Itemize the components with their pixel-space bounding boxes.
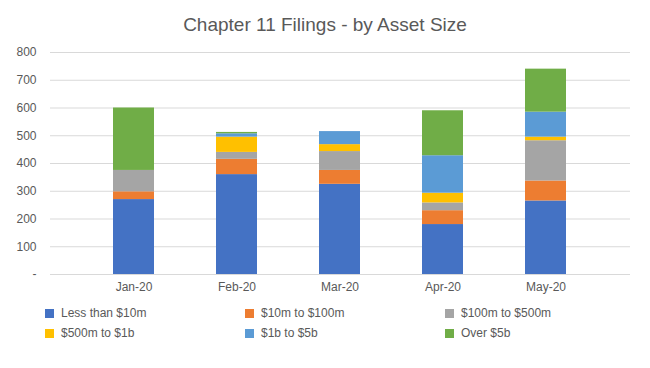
svg-text:-: - <box>33 267 37 281</box>
svg-text:300: 300 <box>16 184 36 198</box>
svg-text:400: 400 <box>16 156 36 170</box>
svg-text:700: 700 <box>16 73 36 87</box>
html-text:Chapter 11 Filings - by Asset: Chapter 11 Filings - by Asset Size <box>183 14 467 35</box>
html-text:$1b to $5b: $1b to $5b <box>261 326 318 340</box>
svg-text:800: 800 <box>16 45 36 59</box>
svg-text:Feb-20: Feb-20 <box>218 280 256 294</box>
html-text:Less than $10m: Less than $10m <box>61 306 147 320</box>
svg-text:Mar-20: Mar-20 <box>321 280 359 294</box>
svg-text:100: 100 <box>16 240 36 254</box>
html-text:$500m to $1b: $500m to $1b <box>61 326 135 340</box>
svg-text:600: 600 <box>16 101 36 115</box>
svg-text:500: 500 <box>16 129 36 143</box>
html-text:$10m to $100m: $10m to $100m <box>261 306 345 320</box>
svg-text:May-20: May-20 <box>526 280 566 294</box>
html-text:Over $5b: Over $5b <box>461 326 511 340</box>
svg-text:Jan-20: Jan-20 <box>116 280 153 294</box>
svg-text:Apr-20: Apr-20 <box>425 280 461 294</box>
svg-text:200: 200 <box>16 212 36 226</box>
html-text:$100m to $500m: $100m to $500m <box>461 306 552 320</box>
